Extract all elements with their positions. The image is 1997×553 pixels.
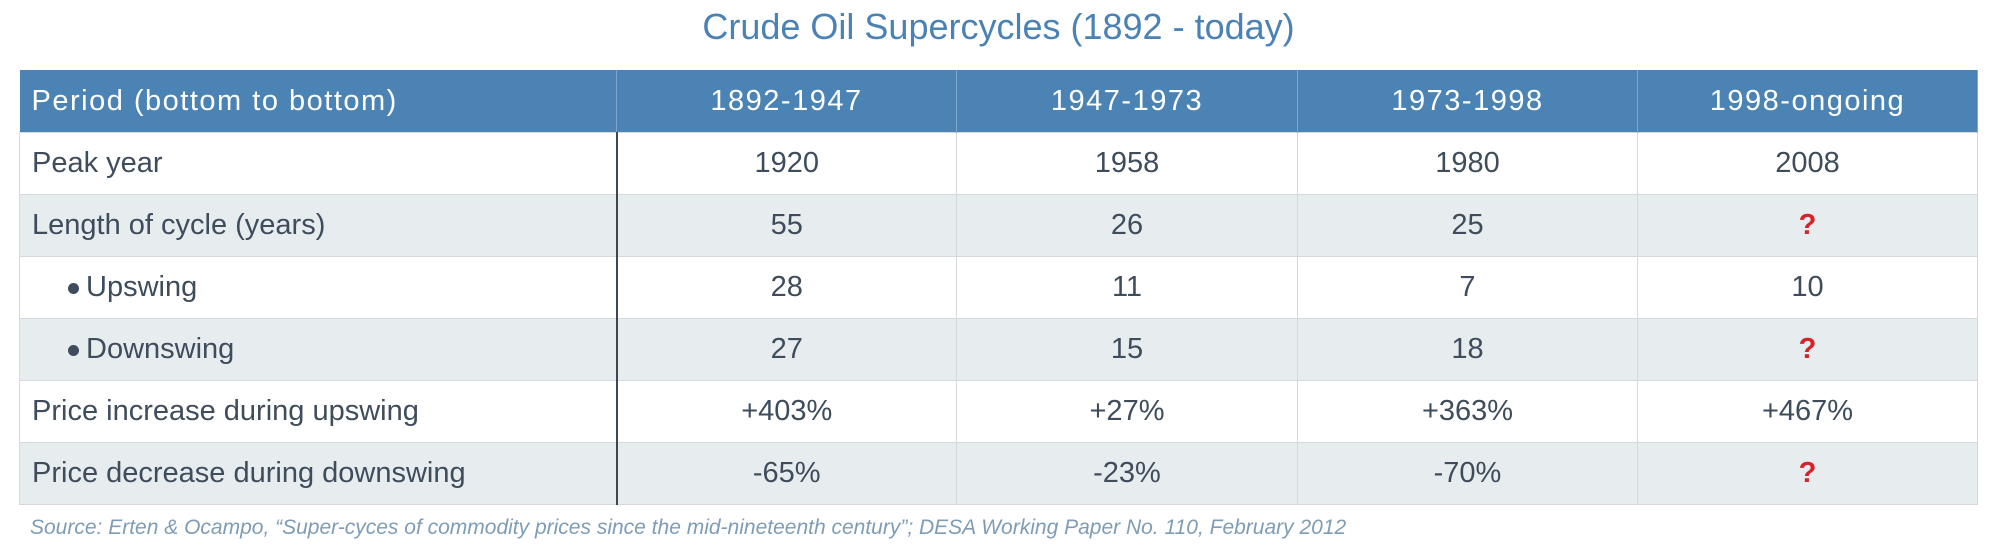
row-label: Price increase during upswing [19,380,618,443]
cell: +403% [616,380,957,443]
cell: -65% [616,442,957,505]
cell: 28 [616,256,957,319]
cell: 1920 [616,132,957,195]
cell: +27% [956,380,1298,443]
table-row: Price decrease during downswing -65% -23% -… [19,442,1978,505]
cell: 1980 [1297,132,1638,195]
cell: 1958 [956,132,1298,195]
cell: 15 [956,318,1298,381]
cell: ? [1637,442,1978,505]
table-row: Price increase during upswing +403% +27% +3… [19,380,1978,443]
table-row: Length of cycle (years) 55 26 25? [19,194,1978,257]
header-cell: 1892-1947 [616,70,957,133]
cell: 26 [956,194,1298,257]
row-label: Downswing [19,318,618,381]
cell: 25 [1297,194,1638,257]
cell: ? [1637,318,1978,381]
row-label: Price decrease during downswing [19,442,618,505]
cell: 18 [1297,318,1638,381]
table-row: Downswing 27 15 18? [19,318,1978,381]
row-label: Peak year [19,132,618,195]
supercycle-table: Period (bottom to bottom) 1892-1947 1947-1… [19,70,1978,505]
header-cell: 1973-1998 [1297,70,1638,133]
cell: +363% [1297,380,1638,443]
cell: 55 [616,194,957,257]
source-note: Source: Erten & Ocampo, “Super-cyces of … [30,516,1347,539]
header-cell: 1947-1973 [956,70,1298,133]
header-cell: 1998-ongoing [1637,70,1978,133]
cell: -70% [1297,442,1638,505]
cell: 2008 [1637,132,1978,195]
cell: +467% [1637,380,1978,443]
table-body: Peak year 1920 1958 1980 2008 Length of cycle… [19,132,1978,505]
cell: -23% [956,442,1298,505]
cell: 27 [616,318,957,381]
cell: 7 [1297,256,1638,319]
row-label: Length of cycle (years) [19,194,618,257]
header-row: Period (bottom to bottom) 1892-1947 1947-1… [19,70,1978,133]
title: Crude Oil Supercycles (1892 - today) [702,6,1295,47]
row-label: Upswing [19,256,618,319]
cell: ? [1637,194,1978,257]
table-row: Upswing 28 11 7 10 [19,256,1978,319]
cell: 10 [1637,256,1978,319]
table-row: Peak year 1920 1958 1980 2008 [19,132,1978,195]
header-cell: Period (bottom to bottom) [19,70,617,133]
cell: 11 [956,256,1298,319]
